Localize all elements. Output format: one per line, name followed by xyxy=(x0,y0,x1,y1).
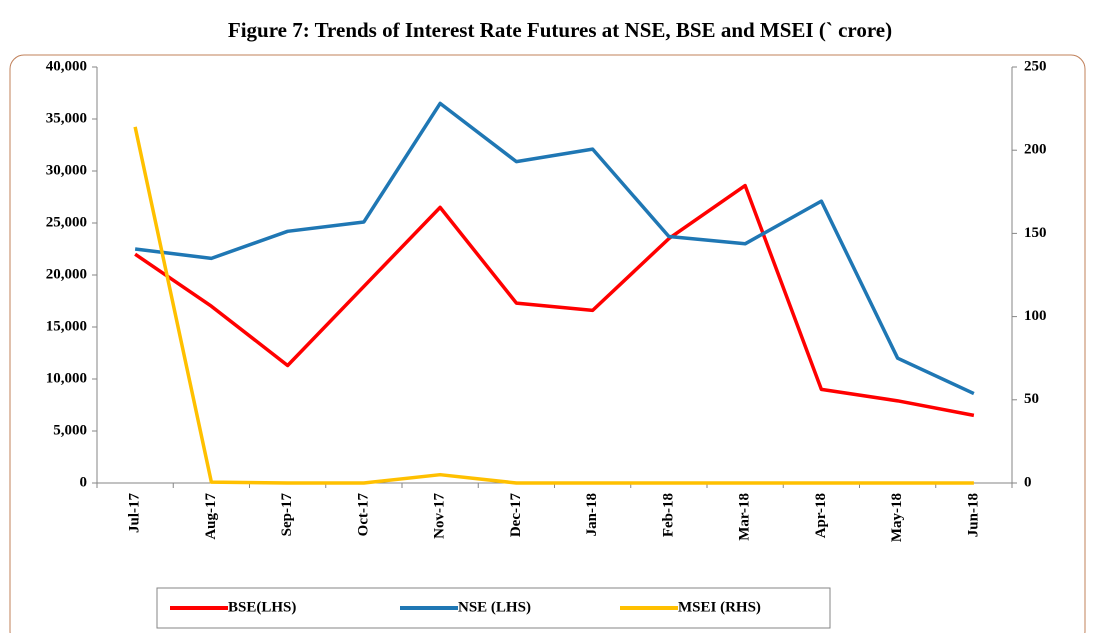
x-tick-label: Oct-17 xyxy=(355,493,371,537)
y-tick-label: 40,000 xyxy=(46,58,87,74)
legend-label: BSE(LHS) xyxy=(228,599,296,615)
x-tick-label: Nov-17 xyxy=(432,493,448,539)
series-line xyxy=(134,183,975,418)
chart-frame xyxy=(9,54,1086,633)
chart-title: Figure 7: Trends of Interest Rate Future… xyxy=(228,18,892,42)
x-tick-label: Feb-18 xyxy=(660,493,676,537)
y2-tick-label: 150 xyxy=(1024,225,1047,241)
y2-tick-label: 200 xyxy=(1024,142,1047,158)
y-tick-label: 10,000 xyxy=(46,370,87,386)
y-tick-label: 30,000 xyxy=(46,162,87,178)
x-tick-label: May-18 xyxy=(889,493,905,542)
x-tick-label: Aug-17 xyxy=(203,493,219,540)
legend-label: NSE (LHS) xyxy=(458,599,531,615)
y2-tick-label: 250 xyxy=(1024,58,1047,74)
x-tick-label: Jun-18 xyxy=(965,493,981,537)
x-tick-label: Jan-18 xyxy=(584,493,600,536)
legend-box xyxy=(156,587,831,629)
y-tick-label: 20,000 xyxy=(46,266,87,282)
x-tick-label: Jul-17 xyxy=(127,493,143,534)
y-tick-label: 0 xyxy=(80,474,88,490)
y2-tick-label: 100 xyxy=(1024,308,1047,324)
x-tick-label: Sep-17 xyxy=(279,493,295,537)
x-tick-label: Dec-17 xyxy=(508,493,524,538)
y2-tick-label: 50 xyxy=(1024,391,1039,407)
x-tick-label: Apr-18 xyxy=(813,493,829,538)
x-tick-label: Mar-18 xyxy=(737,493,753,541)
y-tick-label: 25,000 xyxy=(46,214,87,230)
y-tick-label: 5,000 xyxy=(53,422,87,438)
series-line xyxy=(134,101,975,396)
y2-tick-label: 0 xyxy=(1024,474,1032,490)
legend-label: MSEI (RHS) xyxy=(678,599,761,615)
y-tick-label: 15,000 xyxy=(46,318,87,334)
series-line xyxy=(133,126,974,485)
y-tick-label: 35,000 xyxy=(46,110,87,126)
